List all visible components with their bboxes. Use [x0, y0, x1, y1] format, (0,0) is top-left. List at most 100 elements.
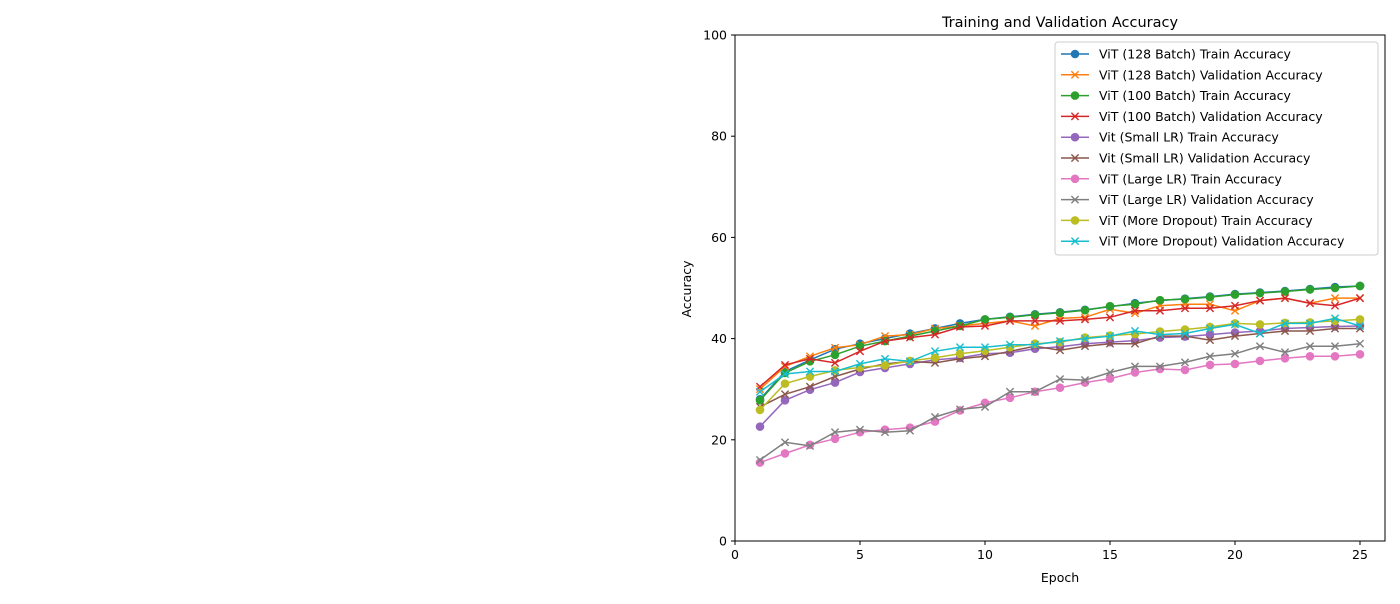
legend: ViT (128 Batch) Train Accuracy ViT (128 B… [1054, 41, 1379, 256]
legend-entry-6-swatch-marker-stroke-2 [1070, 153, 1080, 163]
y-tick-label-20: 20 [711, 432, 727, 447]
series-10-point-4 [830, 367, 840, 376]
series-9-point-23 [1305, 318, 1315, 327]
series-10-point-19 [1205, 324, 1215, 333]
series-8-point-21-stroke-2 [1255, 342, 1265, 351]
series-10-point-21-stroke-2 [1255, 329, 1265, 338]
series-8-point-18-stroke-2 [1180, 358, 1190, 367]
series-4-point-24 [1330, 301, 1340, 310]
series-9-point-25 [1355, 315, 1365, 324]
series-5-point-1 [755, 422, 765, 431]
legend-entry-7-swatch-marker [1070, 174, 1080, 184]
series-4-point-8-stroke-2 [930, 330, 940, 339]
series-10-point-12 [1030, 340, 1040, 349]
series-7-point-1 [755, 458, 765, 467]
legend-entry-8-swatch-marker [1070, 195, 1080, 204]
series-5-point-2 [780, 396, 790, 405]
series-9-point-20 [1230, 319, 1240, 328]
series-4-point-14-stroke-2 [1080, 315, 1090, 324]
series-3-point-7 [905, 331, 915, 341]
legend-entry-4-swatch-marker [1070, 112, 1080, 121]
series-4-point-19 [1205, 304, 1215, 313]
series-9-point-21 [1255, 320, 1265, 329]
series-3-point-21 [1255, 288, 1265, 298]
series-3-point-9 [955, 321, 965, 331]
series-8-point-11-stroke-2 [1005, 387, 1015, 396]
series-6-point-19-stroke-2 [1205, 336, 1215, 345]
series-8-point-9 [955, 405, 965, 414]
series-6-point-24 [1330, 324, 1340, 333]
series-10-point-9 [955, 343, 965, 352]
series-2-point-4-stroke-2 [830, 343, 840, 352]
series-10-point-21 [1255, 329, 1265, 338]
series-3-point-17 [1155, 295, 1165, 305]
series-10-point-24-stroke-2 [1330, 314, 1340, 323]
series-8-point-5 [855, 425, 865, 434]
x-axis-label: Epoch [1041, 570, 1079, 585]
legend-entry-9: ViT (More Dropout) Train Accuracy [1061, 213, 1313, 228]
series-9-point-1 [755, 405, 765, 415]
series-8-point-3-stroke-2 [805, 441, 815, 450]
legend-entry-6-label: Vit (Small LR) Validation Accuracy [1099, 151, 1311, 166]
series-10-point-18 [1180, 329, 1190, 338]
series-10-point-16 [1130, 326, 1140, 336]
series-10-point-5 [855, 359, 865, 368]
series-7-point-24 [1330, 352, 1340, 361]
series-6-point-13 [1055, 346, 1065, 355]
series-8-point-16-stroke-2 [1130, 362, 1140, 371]
legend-entry-7-label: ViT (Large LR) Train Accuracy [1099, 171, 1283, 186]
series-6-point-20-stroke-2 [1230, 331, 1240, 341]
series-10-point-14 [1080, 334, 1090, 343]
series-8-point-22-stroke-2 [1280, 348, 1290, 357]
legend-box [1054, 41, 1379, 256]
series-4-point-13-stroke-2 [1055, 316, 1065, 325]
series-6-point-15 [1105, 339, 1115, 348]
legend-entry-3: ViT (100 Batch) Train Accuracy [1061, 88, 1291, 103]
series-8-point-3 [805, 441, 815, 450]
series-4-point-6-stroke-2 [880, 337, 890, 346]
series-5-point-19 [1205, 330, 1215, 339]
series-10-point-3 [805, 367, 815, 376]
series-4-point-20 [1230, 301, 1240, 310]
series-10-point-15-stroke-2 [1105, 331, 1115, 341]
series-8-point-19 [1205, 352, 1215, 361]
x-tick-label-20: 20 [1227, 547, 1243, 562]
series-6-point-22-stroke-2 [1280, 326, 1290, 336]
series-6-point-24-stroke-2 [1330, 324, 1340, 333]
legend-entry-8-label: ViT (Large LR) Validation Accuracy [1099, 192, 1314, 207]
plot-frame [734, 34, 1386, 542]
series-6-point-25-stroke-2 [1355, 324, 1365, 333]
series-7-point-22 [1280, 354, 1290, 363]
series-6-point-3 [805, 382, 815, 391]
series-8-point-9-stroke-2 [955, 405, 965, 414]
series-10-point-3-stroke-2 [805, 367, 815, 376]
series-8-point-17 [1155, 362, 1165, 371]
series-4-point-23 [1305, 299, 1315, 308]
series-6-point-14-stroke-2 [1080, 342, 1090, 351]
series-8-point-6-stroke-2 [880, 428, 890, 437]
series-3-point-14 [1080, 305, 1090, 315]
series-8-point-13 [1055, 374, 1065, 384]
series-10-point-5-stroke-2 [855, 359, 865, 368]
series-10-point-7 [905, 357, 915, 366]
series-4-point-5-stroke-2 [855, 347, 865, 356]
series-3-point-22 [1280, 287, 1290, 296]
series-8-point-14-stroke-2 [1080, 375, 1090, 385]
series-4-point-11-stroke-2 [1005, 316, 1015, 325]
series-4-point-18-stroke-2 [1180, 304, 1190, 313]
y-tick-label-100: 100 [703, 28, 727, 43]
series-6-point-3-stroke-2 [805, 382, 815, 391]
series-6-point-15-stroke-2 [1105, 339, 1115, 348]
series-4-point-11 [1005, 316, 1015, 325]
series-10-point-11 [1005, 340, 1015, 349]
series-10-point-20 [1230, 320, 1240, 329]
series-3-point-19 [1205, 292, 1215, 302]
series-8-point-25 [1355, 339, 1365, 348]
series-4-point-8 [930, 330, 940, 339]
series-7-point-16 [1130, 368, 1140, 377]
legend-entry-4: ViT (100 Batch) Validation Accuracy [1061, 109, 1323, 124]
legend-entry-3-label: ViT (100 Batch) Train Accuracy [1099, 88, 1291, 103]
series-10-point-2 [780, 369, 790, 379]
series-4-point-12-stroke-2 [1030, 316, 1040, 325]
series-4-point-3 [805, 354, 815, 363]
